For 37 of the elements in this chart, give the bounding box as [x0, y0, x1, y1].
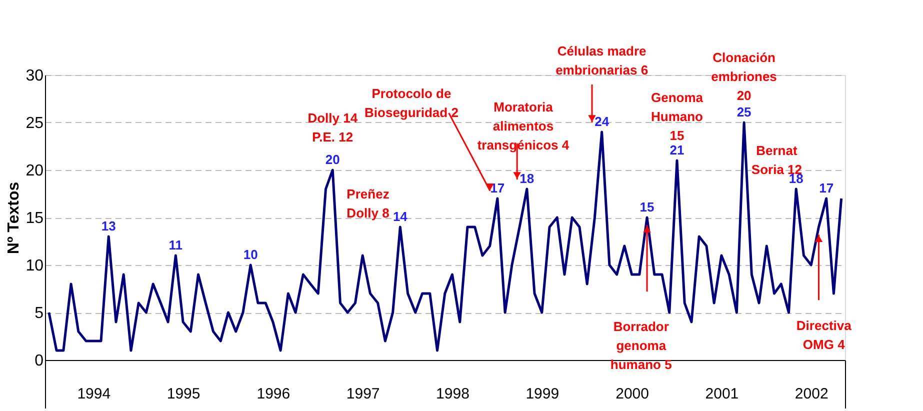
y-tick-label: 10 — [26, 258, 44, 274]
x-tick-label: 1998 — [436, 386, 470, 402]
annotation: Borrador genoma humano 5 — [610, 318, 672, 372]
data-label: 14 — [392, 209, 408, 224]
annotation: Células madre embrionarias 6 — [556, 43, 648, 78]
annotation: Preñez Dolly 8 — [346, 186, 390, 221]
annotation: Moratoria alimentos transgénicos 4 — [477, 99, 570, 152]
x-tick-label: 1995 — [166, 386, 200, 402]
y-tick-label: 5 — [34, 305, 44, 322]
annotation: Genoma Humano 15 — [650, 90, 704, 143]
y-tick-label: 20 — [26, 162, 44, 180]
x-tick-label: 1997 — [346, 386, 380, 402]
data-label: 18 — [520, 171, 534, 186]
data-label: 24 — [594, 114, 610, 129]
data-label: 17 — [819, 180, 834, 196]
data-label: 20 — [325, 152, 340, 167]
y-axis-title: Nº Textos — [6, 182, 23, 254]
data-label: 21 — [670, 142, 684, 158]
y-tick-label: 0 — [34, 352, 44, 370]
annotation: Directiva OMG 4 — [796, 318, 852, 352]
data-label: 11 — [168, 238, 183, 252]
x-tick-label: 1994 — [77, 386, 111, 402]
data-label: 13 — [101, 218, 116, 234]
annotation: Protocolo de Bioseguridad 2 — [364, 86, 458, 120]
data-label: 25 — [736, 104, 752, 120]
annotation: Dolly 14 P.E. 12 — [308, 110, 358, 145]
x-tick-label: 1999 — [526, 386, 560, 402]
x-tick-label: 1996 — [256, 386, 290, 402]
y-tick-label: 15 — [26, 210, 44, 227]
x-tick-label: 2001 — [705, 386, 739, 402]
x-tick-label: 2000 — [616, 386, 649, 402]
data-label: 15 — [640, 200, 654, 214]
annotation: Clonación embriones 20 — [711, 50, 777, 103]
data-label: 10 — [243, 247, 258, 262]
x-tick-label: 2002 — [794, 386, 828, 402]
y-tick-label: 30 — [26, 68, 44, 84]
y-tick-label: 25 — [26, 115, 44, 132]
